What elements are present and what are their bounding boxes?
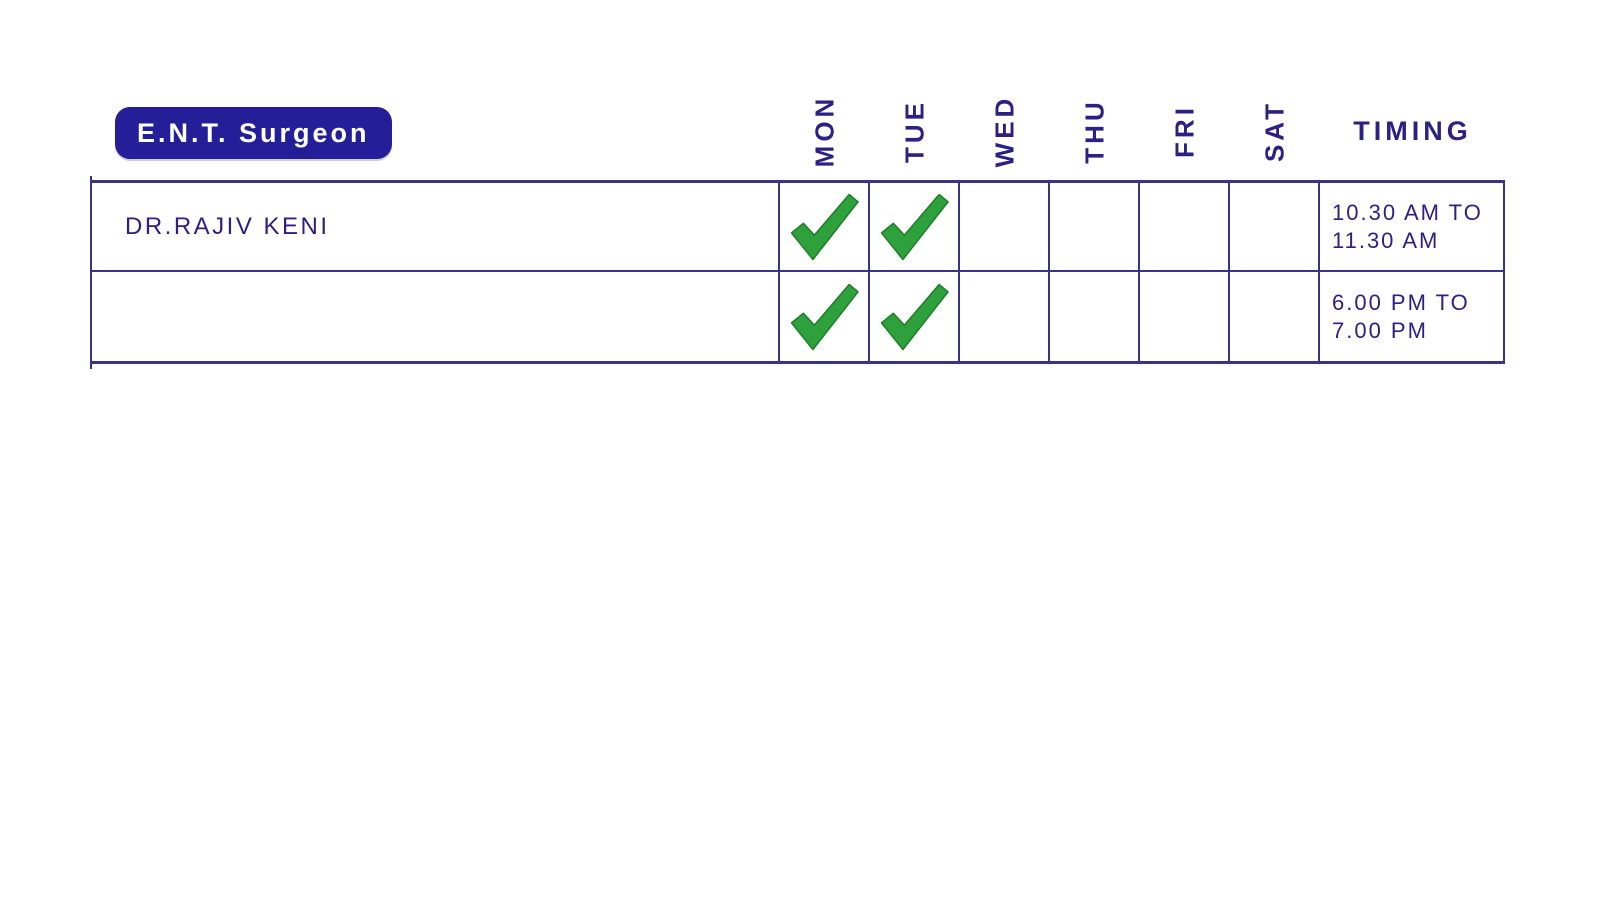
timing-cell-row1: 10.30 AM TO 11.30 AM bbox=[1320, 183, 1503, 272]
day-header-tue: TUE bbox=[899, 99, 930, 163]
timing-line: 7.00 PM bbox=[1332, 317, 1428, 343]
specialty-badge-label: E.N.T. Surgeon bbox=[137, 117, 370, 148]
cell-row2-sat bbox=[1230, 272, 1320, 361]
cell-row2-mon bbox=[780, 272, 870, 361]
cell-row1-thu bbox=[1050, 183, 1140, 272]
cell-row2-fri bbox=[1140, 272, 1230, 361]
checkmark-icon bbox=[790, 283, 859, 350]
day-header-wed: WED bbox=[989, 94, 1020, 168]
timing-column-header: TIMING bbox=[1353, 116, 1472, 146]
day-header-sat: SAT bbox=[1259, 99, 1290, 163]
day-header-fri: FRI bbox=[1169, 104, 1200, 158]
table-left-border bbox=[90, 176, 92, 369]
cell-row1-mon bbox=[780, 183, 870, 272]
specialty-badge: E.N.T. Surgeon bbox=[115, 107, 392, 159]
schedule-table: DR.RAJIV KENI bbox=[92, 180, 1505, 364]
cell-row2-tue bbox=[870, 272, 960, 361]
cell-row1-wed bbox=[960, 183, 1050, 272]
doctor-name: DR.RAJIV KENI bbox=[125, 212, 330, 240]
timing-line: 10.30 AM TO bbox=[1332, 199, 1483, 225]
timing-line: 11.30 AM bbox=[1332, 227, 1440, 253]
timing-cell-row2: 6.00 PM TO 7.00 PM bbox=[1320, 272, 1503, 361]
cell-row1-fri bbox=[1140, 183, 1230, 272]
cell-row2-wed bbox=[960, 272, 1050, 361]
checkmark-icon bbox=[880, 283, 949, 350]
day-header-thu: THU bbox=[1079, 98, 1110, 164]
checkmark-icon bbox=[880, 193, 949, 260]
doctor-name-cell: DR.RAJIV KENI bbox=[92, 183, 780, 272]
doctor-name-cell bbox=[92, 272, 780, 361]
day-header-mon: MON bbox=[809, 94, 840, 168]
cell-row1-tue bbox=[870, 183, 960, 272]
timing-line: 6.00 PM TO bbox=[1332, 289, 1470, 315]
cell-row2-thu bbox=[1050, 272, 1140, 361]
cell-row1-sat bbox=[1230, 183, 1320, 272]
checkmark-icon bbox=[790, 193, 859, 260]
